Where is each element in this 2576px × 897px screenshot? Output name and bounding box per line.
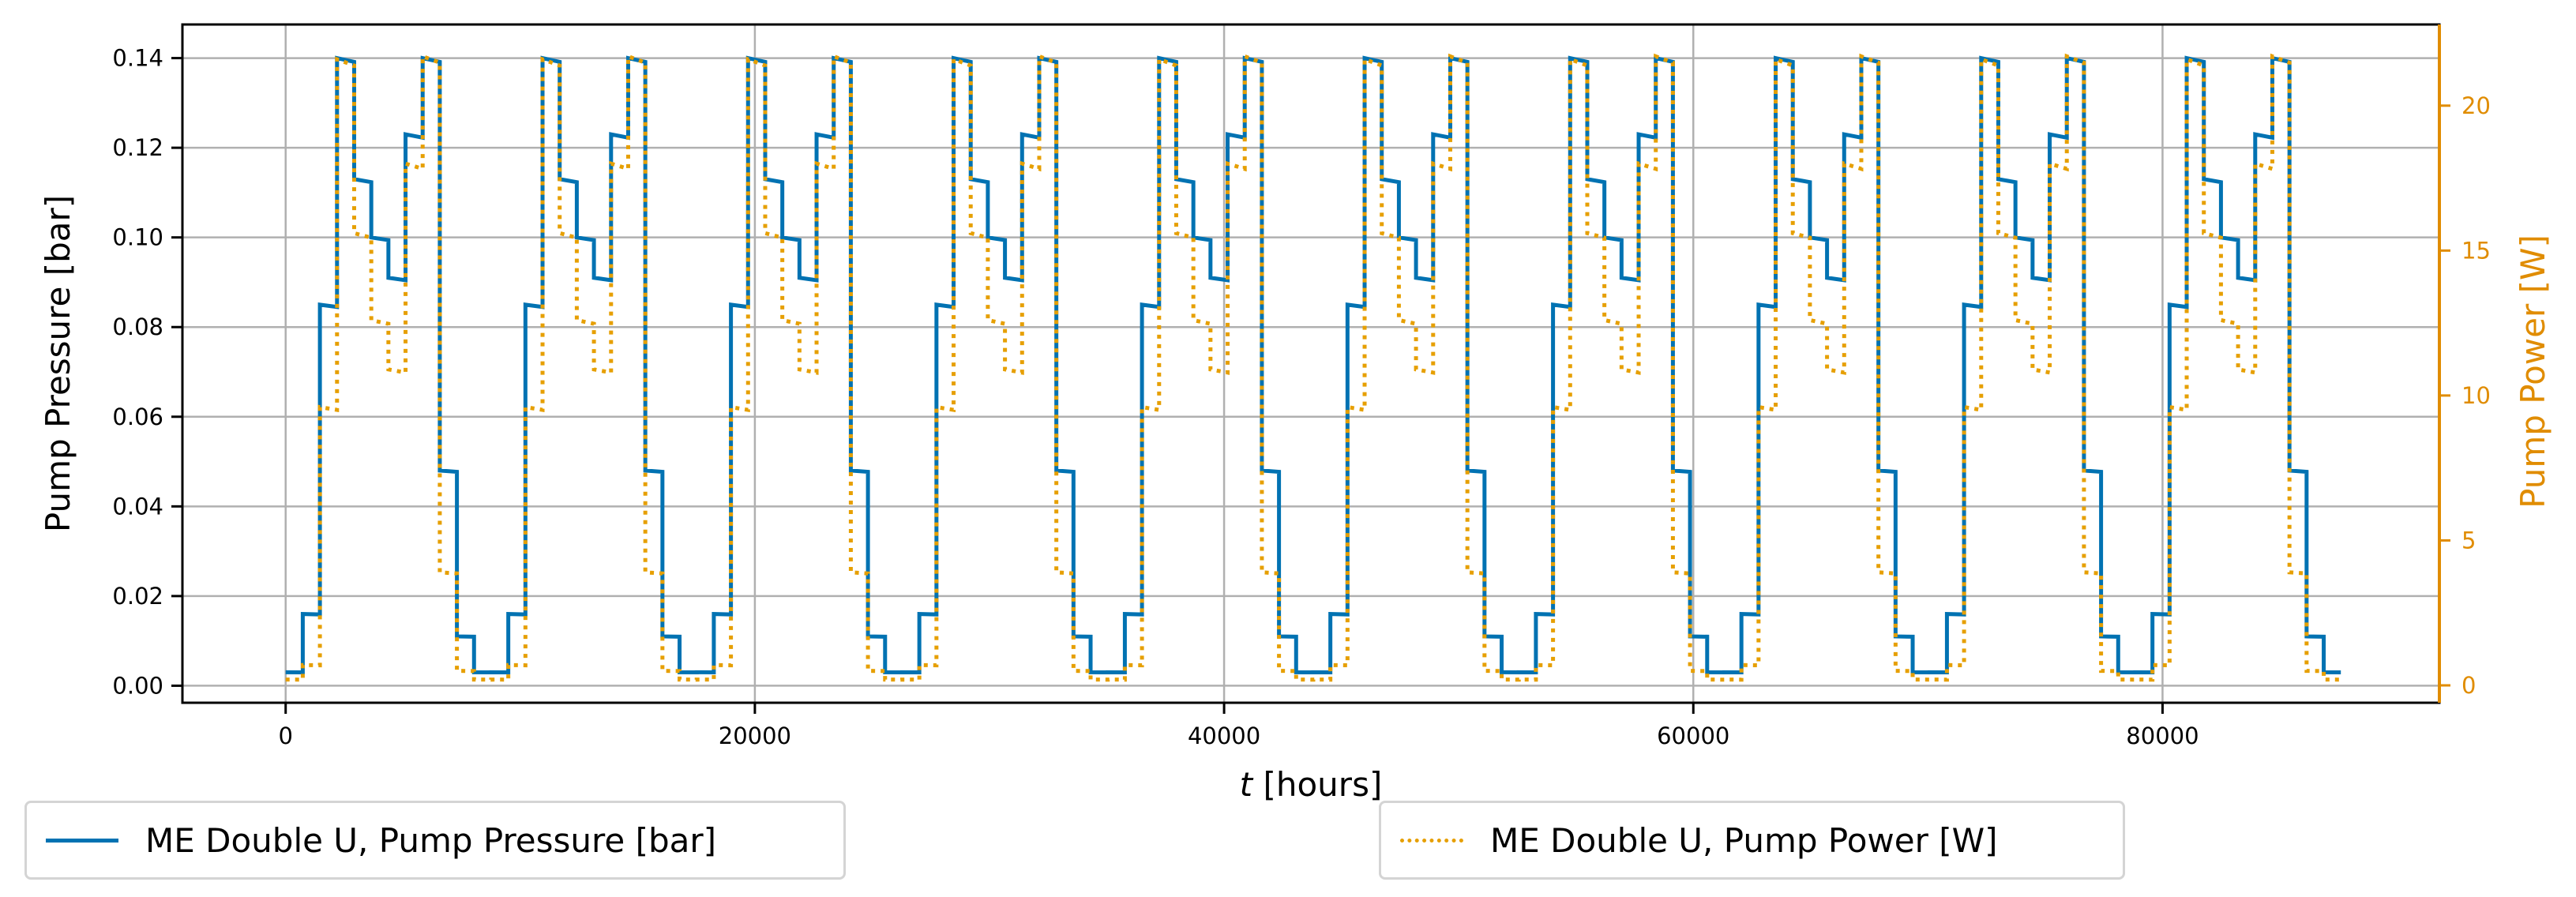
x-axis: 0 20000 40000 60000 80000 <box>278 703 2199 749</box>
y-axis-label-right: Pump Power [W] <box>2514 235 2552 509</box>
right-tick-label: 15 <box>2461 237 2491 264</box>
legend-power: ME Double U, Pump Power [W] <box>1379 801 2125 880</box>
right-tick-label: 0 <box>2461 672 2476 699</box>
legend-power-label: ME Double U, Pump Power [W] <box>1490 820 1998 860</box>
legend-dotted-line-icon <box>1400 838 1463 843</box>
power-series-line <box>285 53 2341 682</box>
x-axis-label: t [hours] <box>1240 765 1383 804</box>
series-layer <box>285 53 2341 682</box>
legend-solid-line-icon <box>46 838 118 843</box>
left-y-axis: 0.00 0.02 0.04 0.06 0.08 0.10 0.12 0.14 <box>112 45 182 699</box>
left-tick-label: 0.12 <box>112 134 163 161</box>
x-tick-label: 0 <box>278 722 292 749</box>
left-tick-label: 0.10 <box>112 224 163 251</box>
y-axis-label-left: Pump Pressure [bar] <box>39 195 77 532</box>
right-tick-label: 20 <box>2461 92 2491 119</box>
right-y-axis: 0 5 10 15 20 <box>2438 24 2491 703</box>
x-tick-label: 20000 <box>719 722 791 749</box>
right-tick-label: 10 <box>2461 382 2491 409</box>
left-tick-label: 0.04 <box>112 493 163 520</box>
left-tick-label: 0.06 <box>112 403 163 430</box>
left-tick-label: 0.02 <box>112 583 163 610</box>
x-tick-label: 40000 <box>1188 722 1260 749</box>
right-tick-label: 5 <box>2461 527 2476 554</box>
x-tick-label: 60000 <box>1657 722 1729 749</box>
legend-pressure: ME Double U, Pump Pressure [bar] <box>24 801 846 880</box>
left-tick-label: 0.08 <box>112 313 163 340</box>
left-tick-label: 0.00 <box>112 672 163 699</box>
left-tick-label: 0.14 <box>112 45 163 72</box>
x-tick-label: 80000 <box>2126 722 2199 749</box>
legend-pressure-label: ME Double U, Pump Pressure [bar] <box>145 820 717 860</box>
